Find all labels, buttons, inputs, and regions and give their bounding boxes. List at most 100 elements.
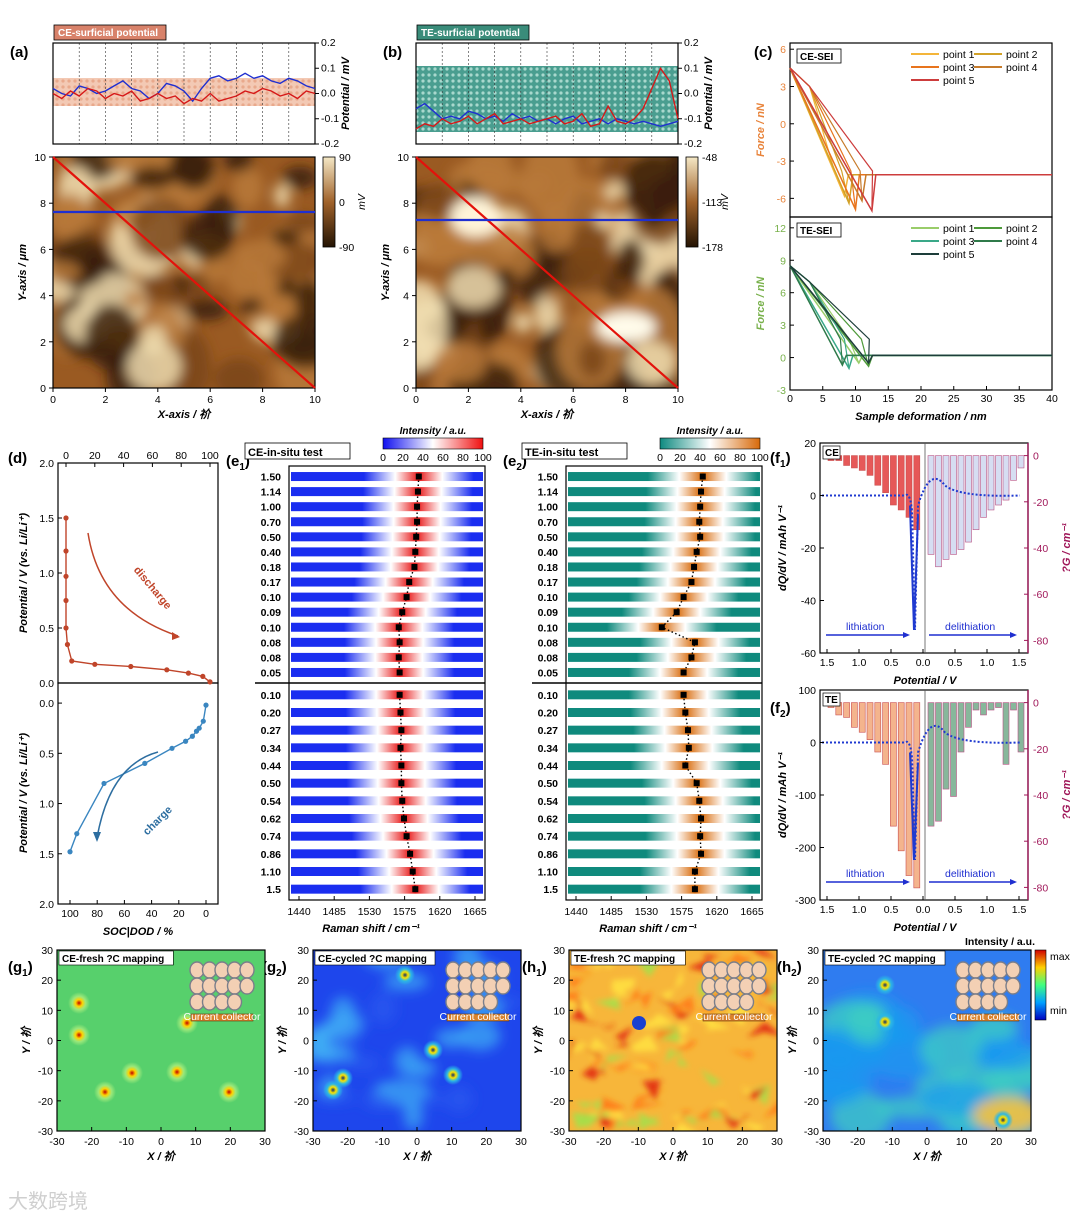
xtick-label: 1620 bbox=[428, 906, 452, 918]
xtick-label: -20 bbox=[850, 1136, 865, 1148]
row-label: 1.00 bbox=[538, 502, 559, 514]
peak-marker bbox=[691, 886, 698, 893]
particle bbox=[495, 977, 511, 995]
colorbar bbox=[322, 156, 336, 248]
particles bbox=[701, 961, 767, 1011]
ytick-label: 0 bbox=[780, 119, 786, 131]
blob bbox=[975, 1041, 1031, 1071]
peak-marker bbox=[414, 488, 421, 495]
blob bbox=[459, 1021, 501, 1051]
spectrum-row bbox=[568, 761, 760, 770]
xtick-label: 0 bbox=[158, 1136, 164, 1148]
y-axis-label: Potential / mV bbox=[340, 55, 352, 129]
grain bbox=[547, 286, 566, 304]
legend-label: point 2 bbox=[1006, 223, 1038, 235]
delithiation-bar bbox=[1017, 455, 1025, 469]
collector-label: Current collector bbox=[183, 1011, 261, 1023]
row-label: 0.18 bbox=[538, 562, 559, 574]
row-label: 0.18 bbox=[261, 562, 282, 574]
xtick-label: 40 bbox=[118, 450, 130, 462]
row-label: 0.10 bbox=[538, 622, 559, 634]
force-retract-5 bbox=[789, 265, 870, 364]
patch bbox=[717, 952, 752, 966]
hotspot bbox=[121, 1062, 143, 1084]
tag-box bbox=[244, 442, 351, 460]
x-axis-label: Raman shift / cm⁻¹ bbox=[599, 923, 697, 935]
peak-marker bbox=[698, 815, 705, 822]
lithiation-bar bbox=[858, 455, 866, 471]
spectrum-row bbox=[291, 778, 483, 788]
xtick-label: 30 bbox=[771, 1136, 783, 1148]
dqdv-curve bbox=[822, 477, 1021, 631]
delithiation-bar bbox=[950, 702, 957, 797]
peak-marker bbox=[399, 797, 406, 804]
patch bbox=[621, 987, 653, 1010]
delithiation-bar bbox=[950, 455, 957, 555]
row-label: 1.00 bbox=[261, 502, 282, 514]
ytick-label: -3 bbox=[777, 385, 786, 397]
colorbar bbox=[659, 437, 761, 450]
delithiation-bar bbox=[995, 702, 1002, 708]
ytick-label: -100 bbox=[795, 790, 816, 802]
map-content bbox=[823, 975, 1031, 1131]
colorbar-unit: mV bbox=[719, 193, 731, 210]
spectrum-row bbox=[568, 637, 760, 647]
xtick-label: 100 bbox=[61, 908, 79, 920]
delithiation-bar bbox=[972, 702, 980, 711]
patch bbox=[740, 1122, 765, 1131]
ytick-label: 30 bbox=[41, 945, 53, 957]
hotspot bbox=[333, 1068, 353, 1088]
spectrum-row bbox=[568, 517, 760, 527]
hotspot bbox=[166, 1061, 188, 1083]
spectrum-row bbox=[291, 637, 483, 647]
colorbar bbox=[382, 437, 484, 450]
grain bbox=[616, 238, 646, 282]
tag-label: TE bbox=[825, 695, 838, 706]
xtick-label: 30 bbox=[1025, 1136, 1037, 1148]
xtick-label: 60 bbox=[147, 450, 159, 462]
delithiation-label: delithiation bbox=[945, 868, 995, 880]
xtick-label: 1665 bbox=[463, 906, 487, 918]
tag-box bbox=[824, 950, 946, 966]
y-axis-label: Y / 祄 bbox=[276, 1025, 289, 1054]
ytick-label: -3 bbox=[777, 156, 786, 168]
peak-marker bbox=[411, 563, 418, 570]
spectrum-row bbox=[291, 532, 483, 542]
peak-marker bbox=[396, 669, 403, 676]
y-axis-label: Force / nN bbox=[755, 102, 767, 157]
ytick-label: 10 bbox=[397, 152, 409, 164]
xtick-label: 0 bbox=[203, 908, 209, 920]
ytick-label: 0.0 bbox=[39, 678, 54, 690]
tag-box bbox=[796, 222, 842, 238]
spectrum-row bbox=[291, 592, 483, 602]
tag-box bbox=[58, 950, 174, 966]
spectrum-row bbox=[291, 517, 483, 527]
x-axis-label: X / 祄 bbox=[146, 1150, 177, 1163]
colorbar-tick: 0 bbox=[657, 452, 663, 464]
panel-a-label: (a) bbox=[10, 44, 28, 61]
arrow-head bbox=[903, 879, 910, 885]
spectrum-row bbox=[568, 577, 760, 587]
xtick-label: 1665 bbox=[740, 906, 764, 918]
xtick-label: 10 bbox=[309, 394, 321, 406]
panel-f1-label: (f1) bbox=[770, 450, 791, 470]
y2-axis-label: ?G / cm⁻¹ bbox=[1061, 770, 1073, 820]
hotspot bbox=[94, 1081, 116, 1103]
xtick-label: 1.0 bbox=[852, 904, 867, 916]
ytick-label: 30 bbox=[553, 945, 565, 957]
row-label: 0.10 bbox=[261, 622, 282, 634]
patch bbox=[665, 1046, 690, 1067]
spectrum-row bbox=[291, 562, 483, 572]
row-label: 1.14 bbox=[261, 487, 282, 499]
tag-box bbox=[570, 950, 686, 966]
grain bbox=[468, 157, 513, 196]
blob bbox=[919, 1024, 986, 1075]
spectrum-row bbox=[291, 487, 483, 497]
patch bbox=[747, 1021, 777, 1038]
x-axis-label: X-axis / 祄 bbox=[157, 408, 213, 421]
delithiation-bar bbox=[987, 455, 995, 511]
tag-box bbox=[314, 950, 436, 966]
lithiation-bar bbox=[882, 455, 889, 493]
arrow-head bbox=[1010, 879, 1017, 885]
ytick-label: 0.0 bbox=[39, 698, 54, 710]
